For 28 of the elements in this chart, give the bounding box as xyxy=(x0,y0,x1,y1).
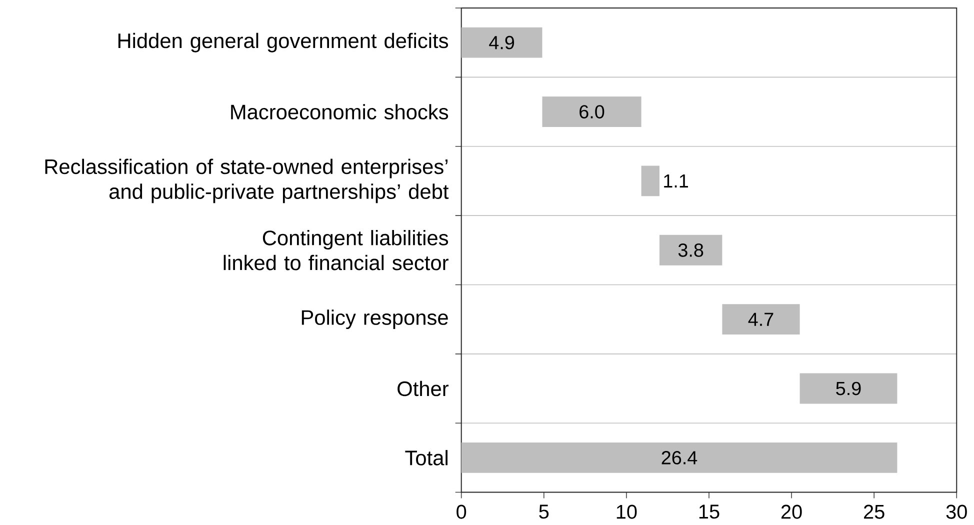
y-tick-label: Policy response xyxy=(302,310,448,329)
x-tick-label: 25 xyxy=(864,504,884,519)
data-label: 4.9 xyxy=(489,36,514,50)
bar xyxy=(800,373,898,404)
y-tick-label: Other xyxy=(398,380,449,396)
data-label: 3.8 xyxy=(678,243,704,257)
data-label: 26.4 xyxy=(662,450,698,464)
x-tick-label: 5 xyxy=(539,504,549,519)
y-tick-label: Reclassification of state-owned enterprises’ and public-private partnerships’ debt xyxy=(45,158,449,204)
bar xyxy=(542,96,642,127)
bar xyxy=(659,234,722,266)
bar xyxy=(722,304,800,334)
y-tick-label: Macroeconomic shocks xyxy=(231,104,448,120)
y-tick-label: Total xyxy=(405,450,448,466)
x-tick-label: 10 xyxy=(616,504,637,519)
x-tick-label: 30 xyxy=(946,504,967,519)
bar xyxy=(641,166,660,196)
bar xyxy=(461,442,898,473)
data-label: 5.9 xyxy=(836,382,861,396)
x-tick-label: 15 xyxy=(699,504,720,519)
x-tick-label: 0 xyxy=(456,504,466,519)
data-label: 6.0 xyxy=(580,104,604,118)
data-label: 1.1 xyxy=(664,174,688,188)
y-tick-label: Contingent liabilities linked to financial sector xyxy=(224,230,448,270)
x-tick-label: 20 xyxy=(781,504,802,519)
bar xyxy=(461,27,542,58)
data-label: 4.7 xyxy=(748,312,774,326)
y-tick-label: Hidden general government deficits xyxy=(118,32,448,52)
